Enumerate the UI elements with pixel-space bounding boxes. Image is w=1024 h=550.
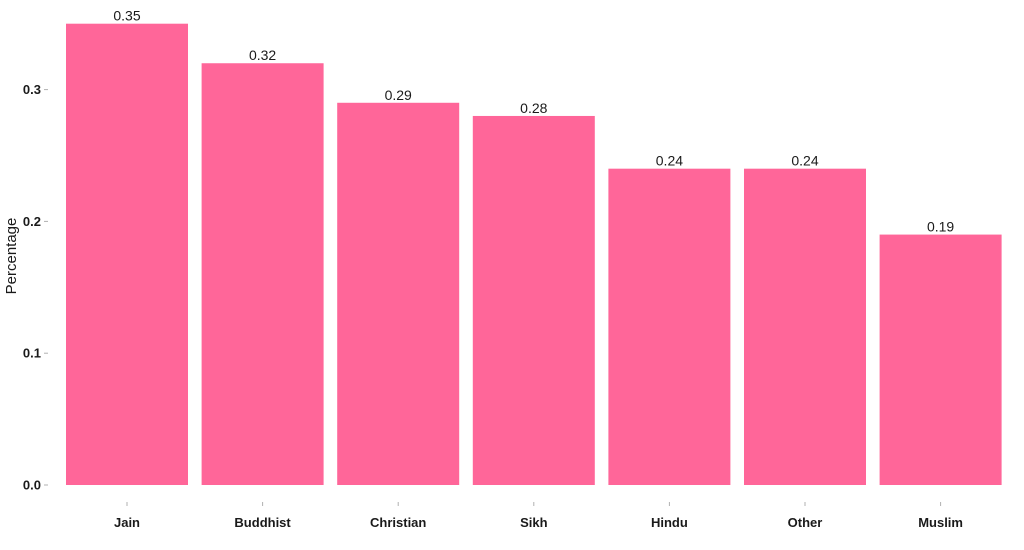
y-axis-title: Percentage bbox=[3, 218, 20, 295]
x-axis: Jain Buddhist Christian Sikh Hindu Other Musli… bbox=[114, 502, 963, 530]
bar-buddhist bbox=[201, 63, 324, 486]
x-tick-label-jain: Jain bbox=[114, 515, 140, 530]
y-axis: 0.0 0.1 0.2 0.3 bbox=[23, 82, 48, 493]
value-label-jain: 0.35 bbox=[113, 8, 140, 24]
bar-muslim bbox=[879, 234, 1002, 485]
x-tick-label-buddhist: Buddhist bbox=[234, 515, 291, 530]
bar-sikh bbox=[472, 115, 595, 486]
bar-christian bbox=[337, 102, 460, 485]
y-tick-label: 0.2 bbox=[23, 214, 41, 229]
x-tick-label-hindu: Hindu bbox=[651, 515, 688, 530]
bar-hindu bbox=[608, 168, 731, 485]
value-label-other: 0.24 bbox=[791, 153, 818, 169]
x-tick-label-christian: Christian bbox=[370, 515, 426, 530]
bar-jain bbox=[66, 23, 188, 485]
value-label-buddhist: 0.32 bbox=[249, 47, 276, 63]
value-label-christian: 0.29 bbox=[385, 87, 412, 103]
value-label-hindu: 0.24 bbox=[656, 153, 683, 169]
y-tick-label: 0.1 bbox=[23, 346, 41, 361]
bar-other bbox=[744, 168, 866, 485]
value-labels: 0.35 0.32 0.29 0.28 0.24 0.24 0.19 bbox=[113, 8, 954, 235]
x-tick-label-sikh: Sikh bbox=[520, 515, 548, 530]
y-tick-label: 0.0 bbox=[23, 478, 41, 493]
x-tick-label-other: Other bbox=[788, 515, 823, 530]
value-label-muslim: 0.19 bbox=[927, 219, 954, 235]
bars bbox=[66, 23, 1002, 486]
x-tick-label-muslim: Muslim bbox=[918, 515, 963, 530]
y-tick-label: 0.3 bbox=[23, 82, 41, 97]
value-label-sikh: 0.28 bbox=[520, 100, 547, 116]
